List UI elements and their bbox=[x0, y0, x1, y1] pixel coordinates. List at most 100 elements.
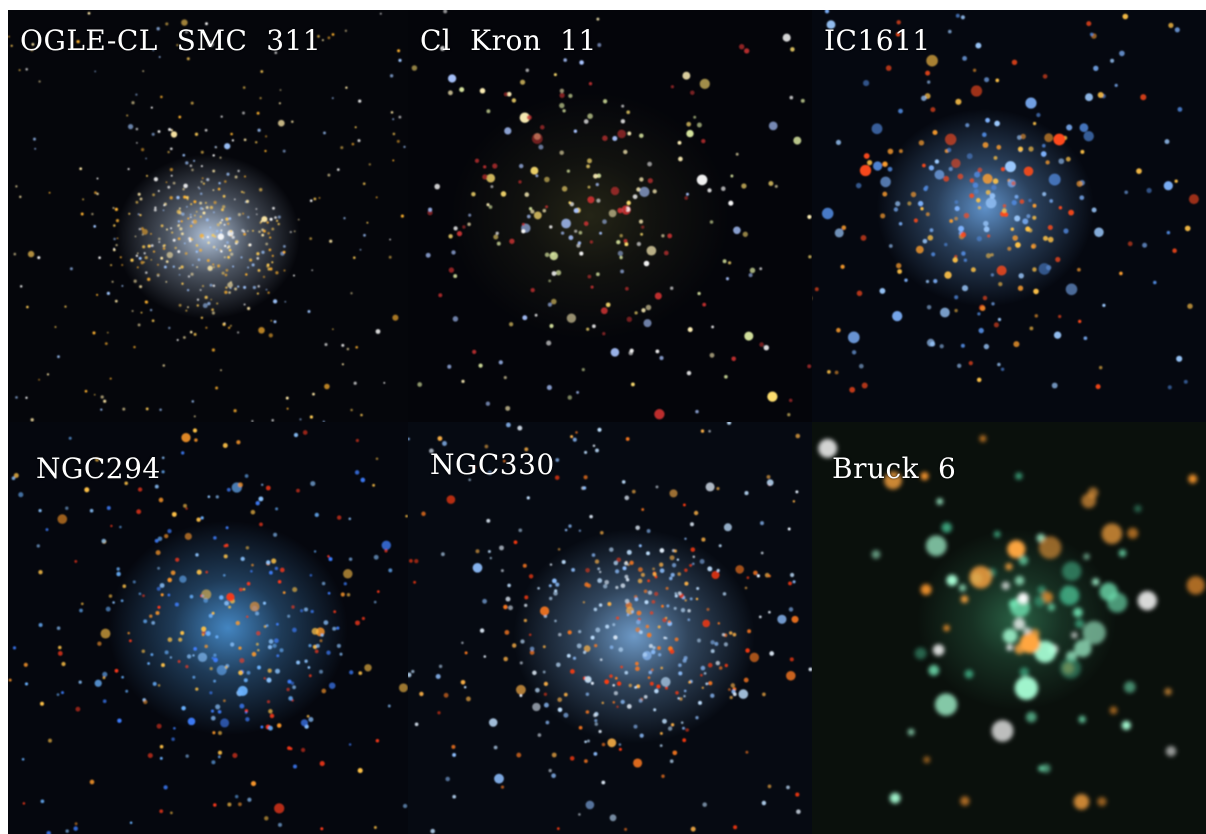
star bbox=[215, 635, 219, 639]
star bbox=[786, 671, 796, 681]
star bbox=[1081, 493, 1097, 509]
star bbox=[610, 186, 620, 196]
star bbox=[1176, 355, 1183, 362]
star bbox=[209, 226, 212, 229]
star bbox=[893, 207, 899, 212]
star bbox=[323, 620, 329, 626]
star bbox=[204, 644, 208, 649]
star bbox=[930, 341, 936, 347]
star bbox=[590, 285, 594, 289]
star bbox=[944, 271, 952, 279]
star bbox=[824, 10, 830, 14]
star bbox=[731, 356, 737, 362]
star bbox=[612, 623, 616, 627]
star bbox=[568, 235, 574, 241]
star bbox=[182, 153, 186, 157]
star bbox=[735, 565, 744, 574]
star bbox=[559, 150, 564, 155]
star bbox=[174, 246, 177, 250]
star bbox=[357, 768, 363, 774]
star bbox=[163, 265, 167, 269]
star bbox=[348, 517, 352, 521]
star bbox=[728, 631, 733, 635]
star bbox=[582, 601, 586, 604]
star bbox=[486, 109, 491, 114]
star bbox=[157, 684, 161, 687]
star bbox=[328, 557, 333, 562]
star bbox=[159, 583, 165, 588]
star bbox=[102, 671, 108, 677]
star bbox=[114, 668, 119, 673]
star bbox=[232, 265, 235, 268]
star bbox=[660, 677, 671, 687]
star bbox=[585, 710, 590, 714]
star bbox=[538, 144, 544, 150]
star bbox=[441, 552, 445, 557]
star bbox=[317, 35, 320, 38]
star bbox=[965, 123, 970, 128]
star bbox=[288, 696, 293, 701]
star bbox=[409, 559, 413, 563]
star bbox=[568, 201, 572, 205]
star bbox=[193, 415, 196, 418]
star bbox=[648, 643, 653, 649]
star bbox=[496, 241, 501, 246]
star bbox=[309, 415, 313, 419]
star bbox=[583, 221, 589, 226]
star bbox=[974, 171, 981, 178]
star bbox=[136, 509, 142, 515]
star bbox=[250, 509, 256, 515]
star bbox=[515, 684, 526, 695]
star bbox=[167, 185, 171, 189]
star bbox=[212, 169, 216, 173]
star bbox=[753, 570, 758, 576]
star bbox=[259, 96, 262, 100]
star bbox=[661, 234, 665, 238]
star bbox=[340, 146, 344, 150]
star bbox=[142, 70, 145, 72]
star bbox=[270, 319, 273, 322]
star bbox=[598, 603, 603, 607]
star bbox=[914, 647, 927, 660]
star bbox=[977, 206, 982, 210]
star bbox=[196, 298, 200, 301]
star bbox=[699, 78, 710, 89]
star bbox=[749, 652, 760, 663]
star bbox=[741, 183, 747, 189]
star bbox=[150, 653, 154, 657]
star bbox=[866, 159, 873, 166]
star bbox=[178, 303, 182, 307]
star bbox=[137, 192, 141, 196]
star bbox=[228, 291, 231, 294]
star bbox=[673, 606, 677, 610]
star bbox=[1097, 91, 1104, 99]
star bbox=[18, 69, 21, 72]
star bbox=[193, 200, 197, 204]
star bbox=[106, 291, 111, 296]
star bbox=[331, 33, 335, 36]
star bbox=[268, 248, 272, 252]
star bbox=[643, 695, 648, 699]
star bbox=[968, 360, 973, 366]
star bbox=[242, 86, 246, 89]
star bbox=[411, 669, 415, 674]
star bbox=[614, 676, 618, 680]
star bbox=[282, 149, 286, 153]
star bbox=[636, 610, 642, 616]
star bbox=[268, 725, 273, 731]
star bbox=[218, 731, 222, 735]
star bbox=[593, 751, 598, 756]
star bbox=[191, 264, 194, 266]
star bbox=[525, 68, 530, 73]
star bbox=[587, 113, 593, 119]
star bbox=[861, 382, 868, 389]
star bbox=[362, 182, 366, 186]
star bbox=[231, 139, 235, 142]
star bbox=[524, 447, 529, 452]
star bbox=[289, 747, 293, 751]
star bbox=[300, 609, 304, 613]
star bbox=[743, 677, 749, 683]
star bbox=[695, 716, 699, 720]
star bbox=[205, 631, 211, 636]
star bbox=[282, 250, 286, 254]
